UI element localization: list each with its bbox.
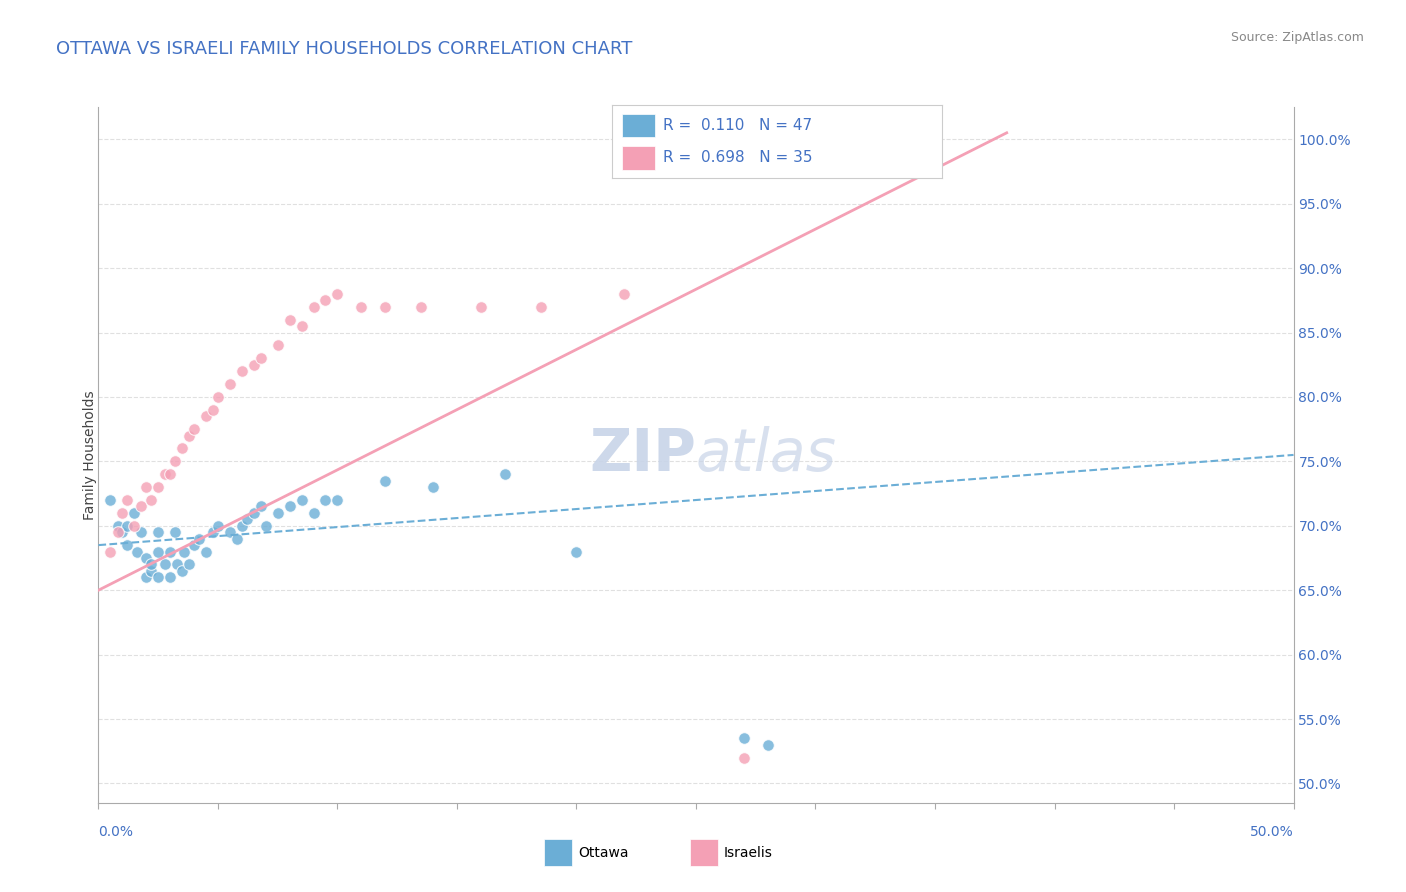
- Point: [172, 442, 194, 456]
- Point: [155, 558, 177, 572]
- Point: [139, 564, 162, 578]
- Point: [231, 364, 253, 378]
- Point: [250, 500, 273, 514]
- Point: [187, 532, 209, 546]
- Point: [267, 506, 290, 520]
- Point: [195, 544, 218, 558]
- Point: [470, 300, 492, 314]
- Point: [254, 518, 277, 533]
- Point: [226, 532, 249, 546]
- Bar: [544, 839, 572, 866]
- Point: [115, 538, 138, 552]
- Point: [148, 525, 170, 540]
- Point: [326, 286, 349, 301]
- Point: [250, 351, 273, 366]
- Point: [159, 544, 181, 558]
- Point: [494, 467, 516, 482]
- Point: [243, 506, 266, 520]
- Point: [267, 338, 290, 352]
- Y-axis label: Family Households: Family Households: [83, 390, 97, 520]
- Point: [135, 570, 157, 584]
- Point: [565, 544, 588, 558]
- Point: [235, 512, 257, 526]
- Point: [166, 558, 188, 572]
- Point: [219, 377, 242, 392]
- Point: [183, 422, 205, 436]
- Point: [163, 525, 186, 540]
- Point: [207, 518, 229, 533]
- Point: [302, 506, 325, 520]
- Point: [100, 544, 122, 558]
- Text: ZIP: ZIP: [589, 426, 696, 483]
- Point: [139, 558, 162, 572]
- Point: [135, 480, 157, 494]
- Point: [422, 480, 444, 494]
- Point: [278, 312, 301, 326]
- Text: atlas: atlas: [696, 426, 837, 483]
- Point: [733, 750, 755, 764]
- Point: [148, 480, 170, 494]
- Point: [159, 467, 181, 482]
- Point: [125, 544, 148, 558]
- Point: [291, 319, 314, 334]
- Point: [179, 428, 201, 442]
- Text: 50.0%: 50.0%: [1250, 825, 1294, 839]
- Point: [350, 300, 373, 314]
- Point: [131, 500, 153, 514]
- Point: [124, 518, 146, 533]
- Point: [124, 506, 146, 520]
- Point: [155, 467, 177, 482]
- Text: OTTAWA VS ISRAELI FAMILY HOUSEHOLDS CORRELATION CHART: OTTAWA VS ISRAELI FAMILY HOUSEHOLDS CORR…: [56, 40, 633, 58]
- Point: [139, 493, 162, 508]
- Text: Source: ZipAtlas.com: Source: ZipAtlas.com: [1230, 31, 1364, 45]
- Point: [172, 564, 194, 578]
- Text: Israelis: Israelis: [724, 846, 773, 860]
- Point: [207, 390, 229, 404]
- Bar: [621, 114, 655, 137]
- Bar: [690, 839, 717, 866]
- Point: [202, 402, 225, 417]
- Point: [115, 493, 138, 508]
- Bar: [621, 146, 655, 169]
- Point: [111, 506, 134, 520]
- Point: [231, 518, 253, 533]
- Point: [183, 538, 205, 552]
- Text: 0.0%: 0.0%: [98, 825, 134, 839]
- Point: [163, 454, 186, 468]
- Point: [315, 293, 337, 308]
- Point: [107, 518, 129, 533]
- Point: [219, 525, 242, 540]
- Point: [173, 544, 195, 558]
- Point: [756, 738, 779, 752]
- Text: Ottawa: Ottawa: [578, 846, 628, 860]
- Point: [111, 525, 134, 540]
- Point: [291, 493, 314, 508]
- Point: [159, 570, 181, 584]
- Point: [195, 409, 218, 424]
- Point: [374, 300, 396, 314]
- Text: R =  0.110   N = 47: R = 0.110 N = 47: [662, 119, 811, 133]
- Point: [135, 551, 157, 566]
- Point: [148, 544, 170, 558]
- Point: [115, 518, 138, 533]
- Point: [326, 493, 349, 508]
- Point: [302, 300, 325, 314]
- Point: [411, 300, 433, 314]
- Point: [243, 358, 266, 372]
- Point: [100, 493, 122, 508]
- Point: [315, 493, 337, 508]
- Point: [107, 525, 129, 540]
- Point: [179, 558, 201, 572]
- Point: [374, 474, 396, 488]
- Text: R =  0.698   N = 35: R = 0.698 N = 35: [662, 151, 813, 165]
- Point: [202, 525, 225, 540]
- Point: [148, 570, 170, 584]
- Point: [530, 300, 553, 314]
- Point: [131, 525, 153, 540]
- Point: [613, 286, 636, 301]
- Point: [278, 500, 301, 514]
- Point: [733, 731, 755, 746]
